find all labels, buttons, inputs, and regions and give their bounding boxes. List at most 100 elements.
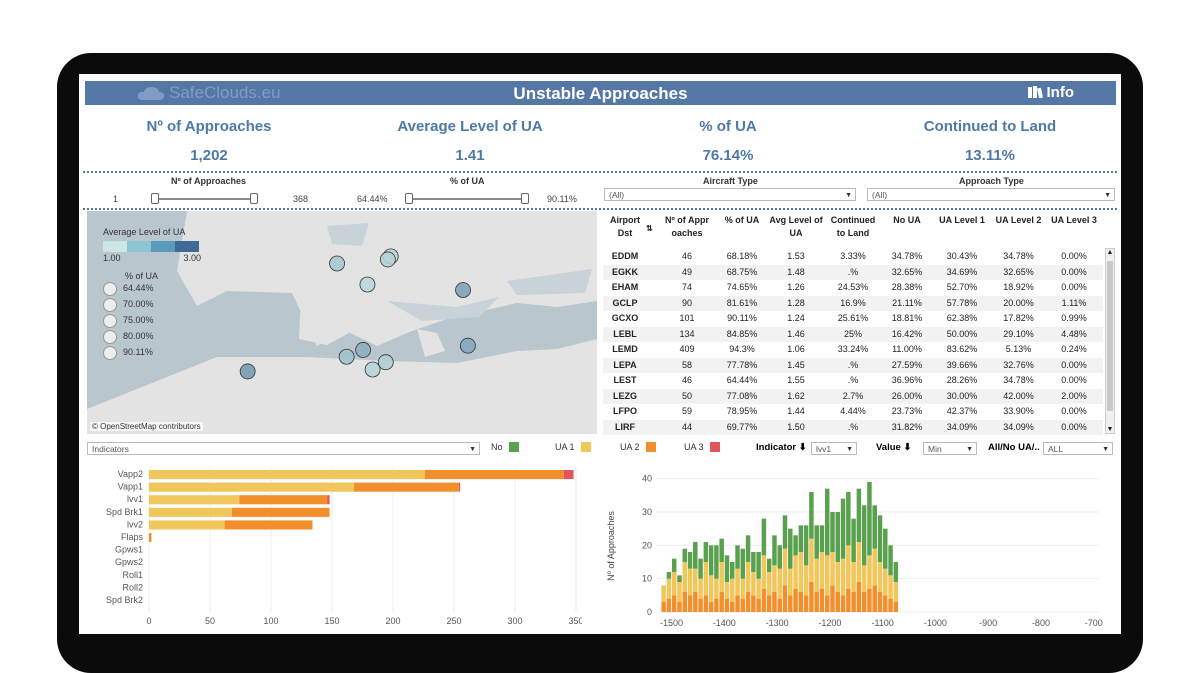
x-tick-label: 200 — [385, 616, 400, 626]
table-cell: .% — [847, 421, 859, 432]
bar-segment — [327, 495, 330, 505]
table-row: LIRF 44 69.77% 1.50.% 31.82% 34.09% 34.09% 0.00… — [603, 419, 1103, 435]
x-tick-label: -1300 — [766, 618, 789, 628]
pct-slider-min-handle[interactable] — [405, 193, 413, 204]
table-cell: 28.26% — [946, 375, 978, 385]
x-tick-label: 300 — [507, 616, 522, 626]
map-attribution[interactable]: © OpenStreetMap contributors — [90, 422, 203, 431]
kpi-label: Average Level of UA — [397, 118, 543, 135]
map-base — [87, 211, 597, 434]
approaches-max: 368 — [293, 194, 309, 204]
table-cell: 32.76% — [1003, 359, 1034, 370]
hist-segment — [714, 545, 719, 579]
legend-swatch — [508, 442, 519, 452]
x-tick-label: 250 — [446, 616, 461, 626]
table-cell: 46 — [681, 375, 692, 385]
hist-segment — [851, 518, 856, 562]
table-cell: 16.42% — [891, 328, 923, 339]
color-legend-ramp — [103, 241, 201, 252]
table-cell: 23.73% — [891, 406, 923, 416]
airport-marker[interactable] — [329, 255, 345, 272]
approaches-filter-title: Nº of Approaches — [171, 176, 246, 186]
table-cell: 39.66% — [946, 359, 978, 370]
airport-marker[interactable] — [338, 348, 355, 365]
airport-marker[interactable] — [459, 337, 476, 354]
category-label: Vapp2 — [118, 469, 143, 479]
airport-marker[interactable] — [379, 251, 396, 268]
hist-segment — [772, 565, 777, 592]
bar-chart-svg: 0 50 100 150 200 250 300 350 Vapp2 Vapp1 lvv1 Spd B… — [106, 468, 584, 626]
table-row: EHAM 74 74.65% 1.26 24.53% 28.38% 52.70% 18.92%… — [603, 280, 1103, 296]
table-cell: 1.24 — [787, 313, 805, 323]
info-label: Info — [1046, 84, 1075, 101]
table-cell: 18.81% — [891, 313, 923, 323]
hist-segment — [793, 555, 798, 589]
hist-segment — [698, 598, 703, 612]
approaches-slider[interactable] — [155, 198, 253, 200]
hist-segment — [788, 528, 793, 569]
hist-segment — [745, 592, 751, 612]
airport-marker[interactable] — [355, 342, 372, 358]
hist-segment — [730, 578, 735, 602]
chevron-down-icon: ▼ — [469, 446, 476, 453]
table-cell: 33.90% — [1003, 406, 1034, 416]
hist-segment — [803, 565, 809, 596]
table-cell: 18.92% — [1003, 282, 1034, 292]
scroll-thumb[interactable] — [1107, 261, 1113, 411]
hist-segment — [788, 568, 793, 596]
hist-segment — [777, 545, 782, 569]
size-legend-circle — [103, 298, 117, 312]
airport-map[interactable]: Average Level of UA 1.00 3.00 % of UA 64… — [87, 211, 597, 434]
table-cell: 21.11% — [892, 297, 922, 308]
all-no-ua-dropdown[interactable]: ALL ▼ — [1043, 442, 1113, 455]
approaches-slider-min-handle[interactable] — [151, 193, 159, 204]
pct-slider[interactable] — [409, 198, 525, 200]
x-tick-label: 350 — [568, 616, 582, 626]
hist-segment — [708, 602, 714, 612]
value-dropdown[interactable]: Min ▼ — [923, 442, 977, 455]
table-row: GCXO 101 90.11% 1.24 25.61% 18.81% 62.38% 17.82… — [603, 311, 1103, 327]
hist-segment — [793, 588, 798, 612]
sort-icon[interactable]: ⇅ — [646, 224, 653, 233]
column-header: Nº of Appr oaches — [665, 215, 709, 238]
size-legend-circle — [103, 282, 117, 296]
size-legend-item: 64.44% — [103, 282, 201, 297]
airport-marker[interactable] — [359, 276, 376, 293]
category-label: Roll1 — [122, 570, 143, 580]
y-tick-label: 40 — [642, 474, 652, 484]
aircraft-type-dropdown[interactable]: (All) ▼ — [604, 188, 856, 201]
hist-segment — [851, 592, 856, 612]
book-icon — [1027, 86, 1043, 99]
legend-swatch — [580, 442, 591, 452]
chevron-down-icon: ▼ — [846, 446, 853, 453]
scroll-down-icon[interactable]: ▼ — [1106, 426, 1114, 433]
hist-segment — [677, 575, 682, 582]
legend-item: UA 3 — [684, 442, 720, 452]
airport-code: LEBL — [613, 328, 637, 339]
size-legend-circle — [103, 330, 117, 344]
approaches-slider-max-handle[interactable] — [250, 193, 258, 204]
airport-marker[interactable] — [364, 361, 381, 378]
hist-segment — [698, 578, 703, 599]
airport-marker[interactable] — [239, 363, 256, 380]
info-button[interactable]: Info — [1027, 84, 1075, 101]
table-cell: 30.00% — [946, 390, 978, 401]
approach-type-dropdown[interactable]: (All) ▼ — [867, 188, 1115, 201]
pct-slider-max-handle[interactable] — [521, 193, 529, 204]
table-scrollbar[interactable]: ▲ ▼ — [1105, 248, 1115, 434]
size-legend: 64.44% 70.00% 75.00% 80.00% 90.11% — [103, 282, 201, 361]
indicators-dropdown[interactable]: Indicators ▼ — [87, 442, 480, 455]
kpi-value: 76.14% — [702, 147, 754, 164]
bar-segment — [458, 482, 461, 492]
scroll-up-icon[interactable]: ▲ — [1106, 249, 1114, 256]
hist-segment — [756, 578, 761, 599]
pct-max: 90.11% — [547, 194, 577, 204]
airport-marker[interactable] — [377, 354, 394, 371]
indicator-dropdown[interactable]: lvv1 ▼ — [811, 442, 857, 455]
airport-marker[interactable] — [455, 282, 471, 298]
hist-segment — [740, 598, 746, 612]
hist-segment — [730, 562, 735, 579]
hist-segment — [846, 492, 851, 546]
hist-segment — [740, 548, 746, 579]
table-cell: 25.61% — [837, 313, 869, 323]
